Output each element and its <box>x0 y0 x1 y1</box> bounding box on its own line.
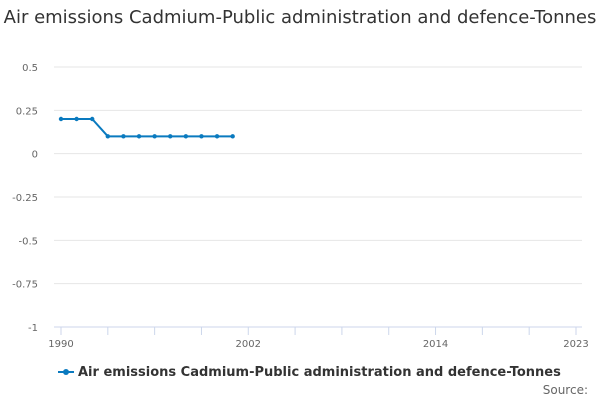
y-tick-label: -0.5 <box>18 236 38 247</box>
y-tick-label: -0.75 <box>12 280 38 291</box>
y-tick-label: -1 <box>28 323 38 334</box>
source-label: Source: <box>542 383 588 397</box>
y-tick-label: 0 <box>32 150 38 161</box>
data-point <box>152 134 157 139</box>
x-tick-label: 2023 <box>563 339 588 350</box>
legend[interactable]: Air emissions Cadmium-Public administrat… <box>58 364 561 380</box>
chart-title: Air emissions Cadmium-Public administrat… <box>3 7 597 28</box>
x-tick-label: 2014 <box>423 339 448 350</box>
data-point <box>58 116 64 122</box>
legend-line-marker-icon <box>58 364 74 380</box>
y-tick-label: -0.25 <box>12 193 38 204</box>
legend-label: Air emissions Cadmium-Public administrat… <box>78 364 561 380</box>
series-layer <box>58 116 235 139</box>
series-line <box>61 118 233 138</box>
axis-layer: 0.5 0.25 0 -0.25 -0.5 -0.75 -1 1990 2002 2014 2023 <box>12 63 589 350</box>
data-point <box>199 134 204 139</box>
grid-layer <box>54 66 582 328</box>
data-point <box>214 134 220 139</box>
x-tick-label: 2002 <box>236 339 261 350</box>
x-tick-label: 1990 <box>48 339 73 350</box>
data-point <box>168 134 173 139</box>
y-tick-label: 0.5 <box>22 63 38 74</box>
data-point <box>121 134 126 139</box>
data-point <box>105 134 111 139</box>
data-point <box>74 116 79 122</box>
data-point <box>230 134 235 139</box>
data-point <box>90 116 95 122</box>
y-tick-label: 0.25 <box>16 106 38 117</box>
data-point <box>183 134 189 139</box>
data-point <box>136 134 142 139</box>
